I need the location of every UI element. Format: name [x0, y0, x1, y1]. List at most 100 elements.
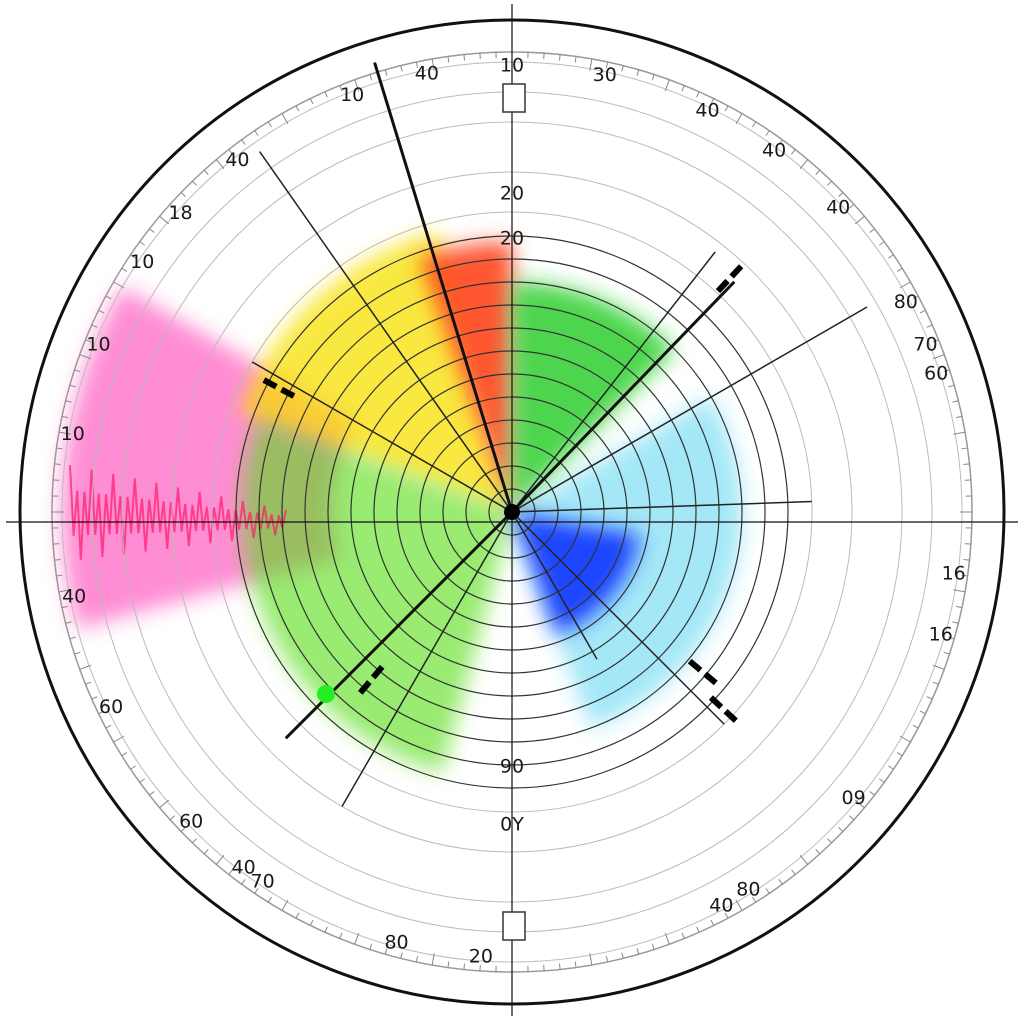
tick-mark — [838, 827, 844, 832]
tick-mark — [574, 56, 577, 63]
tick-mark — [961, 447, 968, 450]
tick-mark — [431, 58, 435, 71]
tick-mark — [309, 98, 314, 105]
tick-mark — [105, 295, 112, 300]
tick-mark — [932, 664, 945, 670]
dash-marker — [687, 658, 720, 687]
outer-label: 09 — [842, 787, 866, 809]
outer-label: 30 — [593, 64, 617, 86]
tick-mark — [765, 130, 770, 136]
tick-mark — [963, 558, 970, 561]
tick-mark — [267, 896, 272, 903]
tick-mark — [180, 827, 186, 832]
tick-mark — [589, 953, 593, 966]
top-box — [502, 83, 526, 113]
tick-mark — [130, 765, 136, 770]
tick-mark — [799, 854, 809, 865]
inner-label: 20 — [500, 183, 524, 205]
tick-mark — [681, 932, 685, 939]
outer-label: 40 — [62, 586, 86, 608]
tick-mark — [61, 415, 69, 419]
tick-mark — [105, 724, 112, 729]
tick-mark — [98, 710, 105, 715]
outer-label: 40 — [225, 149, 249, 171]
tick-mark — [415, 955, 419, 963]
tick-mark — [91, 324, 98, 328]
tick-mark — [961, 574, 968, 577]
pointer-line — [510, 280, 736, 514]
tick-mark — [203, 849, 209, 855]
tick-mark — [121, 752, 128, 757]
tick-mark — [724, 105, 729, 112]
tick-mark — [354, 932, 360, 945]
tick-mark — [400, 952, 403, 959]
center-point — [504, 504, 520, 520]
tick-mark — [849, 815, 855, 821]
tick-mark — [869, 228, 875, 233]
waveform-trace — [69, 464, 287, 560]
radial-line — [511, 511, 598, 660]
tick-mark — [752, 121, 757, 128]
tick-mark — [74, 651, 81, 655]
tick-mark — [953, 431, 966, 435]
tick-mark — [384, 69, 388, 76]
tick-mark — [54, 463, 61, 466]
spectrum-green-lower — [241, 419, 513, 773]
tick-mark — [65, 621, 72, 624]
tick-mark — [149, 791, 155, 796]
tick-mark — [61, 605, 69, 609]
dash-marker — [260, 376, 296, 399]
tick-mark — [681, 85, 685, 92]
tick-mark — [324, 926, 328, 933]
tick-mark — [854, 215, 865, 225]
tick-mark — [85, 339, 92, 343]
spectrum-green — [512, 282, 675, 512]
inner-label: 0Y — [500, 814, 524, 836]
tick-mark — [827, 180, 832, 186]
tick-mark — [899, 281, 911, 289]
inner-label: 20 — [500, 228, 524, 250]
tick-mark — [696, 91, 700, 98]
tick-mark — [203, 169, 209, 175]
tick-mark — [463, 54, 466, 61]
tick-mark — [854, 799, 865, 809]
tick-mark — [558, 54, 561, 61]
tick-mark — [963, 463, 970, 466]
tick-mark — [710, 919, 715, 926]
tick-mark — [849, 203, 855, 209]
tick-mark — [159, 799, 170, 809]
tick-mark — [58, 589, 71, 593]
radial-line — [251, 361, 513, 513]
outer-label: 40 — [231, 857, 255, 879]
tick-mark — [696, 926, 700, 933]
tick-mark — [130, 254, 136, 259]
tick-mark — [778, 139, 783, 146]
tick-mark — [254, 888, 259, 894]
tick-mark — [69, 636, 76, 640]
inner-label: 90 — [500, 756, 524, 778]
tick-mark — [943, 369, 950, 373]
tick-mark — [896, 267, 903, 272]
tick-mark — [869, 791, 875, 796]
tick-mark — [589, 58, 593, 71]
outer-label: 40 — [709, 894, 733, 916]
pointer-line — [373, 62, 514, 513]
tick-mark — [878, 241, 885, 246]
tick-mark — [888, 254, 894, 259]
tick-mark — [952, 621, 959, 624]
tick-mark — [878, 778, 885, 783]
tick-mark — [943, 651, 950, 655]
tick-mark — [369, 74, 373, 81]
tick-mark — [926, 324, 933, 328]
tick-mark — [74, 369, 81, 373]
tick-mark — [791, 149, 796, 155]
tick-mark — [912, 295, 919, 300]
tick-mark — [664, 932, 670, 945]
tick-mark — [139, 241, 146, 246]
outer-label: 70 — [251, 870, 275, 892]
tick-mark — [113, 281, 125, 289]
tick-mark — [621, 952, 624, 959]
outer-label: 10 — [130, 251, 154, 273]
tick-mark — [724, 912, 729, 919]
tick-mark — [463, 963, 466, 970]
